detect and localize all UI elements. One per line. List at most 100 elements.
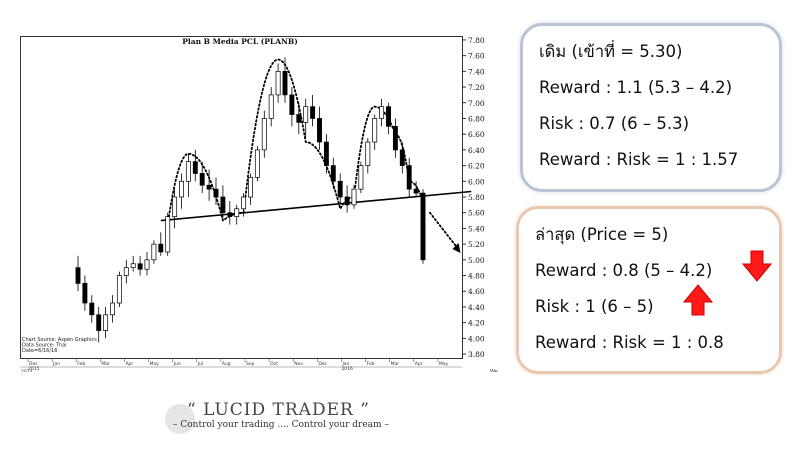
y-tick-label: 7.80 bbox=[468, 36, 485, 45]
candle-body-up bbox=[275, 70, 281, 96]
latest-price-title: ล่าสุด (Price = 5) bbox=[535, 225, 669, 244]
candle-body-down bbox=[386, 106, 391, 127]
y-tick-label: 7.60 bbox=[468, 52, 485, 61]
candle-body-up bbox=[254, 149, 260, 178]
up-arrow-icon bbox=[683, 284, 713, 316]
x-month-label: Sep bbox=[246, 361, 255, 367]
candle-body-down bbox=[206, 184, 212, 190]
y-tick-label: 7.40 bbox=[468, 67, 485, 76]
candle-body-up bbox=[248, 177, 253, 198]
candle-body-up bbox=[172, 196, 178, 217]
logo-circle bbox=[165, 404, 195, 434]
source-line: Date=6/16/16 bbox=[22, 348, 57, 354]
x-month-label: Jun bbox=[173, 361, 181, 367]
candle-body-up bbox=[123, 267, 129, 276]
candle-body-down bbox=[323, 141, 329, 166]
candle-body-down bbox=[406, 165, 412, 190]
candle-body-up bbox=[151, 243, 157, 261]
logo-title: “ LUCID TRADER ” bbox=[187, 400, 370, 420]
candle-body-down bbox=[227, 212, 233, 217]
original-entry-box: เดิม (เข้าที่ = 5.30) Reward : 1.1 (5.3 … bbox=[520, 23, 782, 192]
y-tick-label: 5.20 bbox=[468, 240, 485, 249]
candle-body-up bbox=[303, 106, 309, 123]
y-tick-label: 6.60 bbox=[468, 130, 485, 139]
candle-body-down bbox=[82, 283, 88, 304]
lucid-trader-logo: “ LUCID TRADER ” – Control your trading … bbox=[165, 398, 405, 446]
x-month-label: Aug bbox=[222, 361, 231, 367]
candle-body-down bbox=[310, 106, 316, 119]
y-tick-label: 5.80 bbox=[468, 193, 485, 202]
y-tick-label: 7.00 bbox=[468, 99, 485, 108]
candle-body-up bbox=[110, 302, 115, 316]
original-risk-line: Risk : 0.7 (6 – 5.3) bbox=[539, 114, 690, 133]
x-month-label: May bbox=[150, 361, 160, 367]
candle-body-up bbox=[268, 94, 274, 119]
candle-body-down bbox=[199, 173, 205, 186]
candle-body-up bbox=[351, 188, 357, 206]
x-month-label: Apr bbox=[415, 361, 423, 367]
x-year-label: 2014 bbox=[21, 369, 33, 372]
candle-body-up bbox=[372, 118, 378, 143]
x-month-label: Feb bbox=[77, 361, 85, 367]
y-tick-label: 5.40 bbox=[468, 224, 485, 233]
candle-body-down bbox=[137, 263, 143, 270]
x-month-label: Jan bbox=[52, 361, 60, 367]
price-chart: 7.80 7.60 7.40 7.20 7.00 6.80 6.60 6.40 6.20 6.00… bbox=[20, 28, 498, 372]
x-year-label: 2015 bbox=[28, 366, 40, 372]
candle-body-down bbox=[282, 70, 288, 96]
candle-body-up bbox=[103, 314, 109, 331]
candle-body-down bbox=[96, 314, 102, 331]
candle-body-down bbox=[220, 196, 226, 214]
candle-body-down bbox=[89, 302, 95, 316]
y-tick-label: 6.00 bbox=[468, 177, 485, 186]
candle-body-down bbox=[75, 267, 81, 284]
latest-risk-line: Risk : 1 (6 – 5) bbox=[535, 297, 654, 316]
y-tick-label: 3.80 bbox=[468, 350, 485, 359]
projection-arrowhead bbox=[452, 243, 461, 254]
candle-body-down bbox=[413, 188, 419, 194]
chart-title: Plan B Media PCL (PLANB) bbox=[182, 37, 298, 46]
x-month-label: Jul bbox=[197, 361, 203, 367]
y-tick-label: 6.20 bbox=[468, 162, 485, 171]
original-reward-line: Reward : 1.1 (5.3 – 4.2) bbox=[539, 78, 733, 97]
candle-body-down bbox=[317, 118, 322, 143]
x-year-label: 2016 bbox=[341, 366, 353, 372]
candle-body-up bbox=[234, 208, 240, 217]
candle-body-down bbox=[420, 192, 426, 261]
x-month-label: May bbox=[439, 361, 449, 367]
y-tick-label: 4.20 bbox=[468, 319, 485, 328]
candle-body-up bbox=[241, 196, 247, 210]
candle-body-down bbox=[213, 188, 219, 198]
x-month-label: Mar bbox=[391, 361, 400, 367]
candle-body-down bbox=[289, 94, 295, 115]
y-tick-label: 6.40 bbox=[468, 146, 485, 155]
candle-body-down bbox=[337, 180, 343, 198]
candle-body-down bbox=[392, 125, 398, 151]
x-month-label: Dec bbox=[29, 361, 38, 367]
x-month-label: Feb bbox=[367, 361, 375, 367]
down-arrow-icon bbox=[742, 250, 772, 282]
x-month-label: Dec bbox=[318, 361, 327, 367]
candle-body-down bbox=[330, 165, 336, 182]
candle-body-up bbox=[144, 259, 150, 270]
candle-body-up bbox=[185, 161, 191, 182]
y-tick-label: 4.80 bbox=[468, 272, 485, 281]
candle-body-down bbox=[192, 161, 198, 174]
latest-price-box: ล่าสุด (Price = 5) Reward : 0.8 (5 – 4.2… bbox=[516, 206, 782, 374]
y-tick-label: 5.00 bbox=[468, 256, 485, 265]
y-tick-label: 6.80 bbox=[468, 114, 485, 123]
x-axis-right-label: Wee bbox=[490, 369, 498, 372]
candle-body-up bbox=[165, 216, 171, 253]
candle-body-down bbox=[158, 243, 164, 253]
candle-body-up bbox=[261, 118, 267, 151]
candle-body-up bbox=[365, 141, 371, 166]
y-tick-label: 4.00 bbox=[468, 334, 485, 343]
candle-body-up bbox=[358, 165, 364, 190]
candle-body-up bbox=[130, 263, 136, 269]
source-line: Data Source: Thai bbox=[22, 343, 67, 349]
source-line: Chart Source: Aspen Graphics bbox=[22, 337, 97, 343]
projection-line bbox=[428, 211, 459, 249]
candle-body-down bbox=[296, 114, 302, 123]
x-month-label: Jan bbox=[341, 361, 349, 367]
y-tick-label: 4.40 bbox=[468, 303, 485, 312]
